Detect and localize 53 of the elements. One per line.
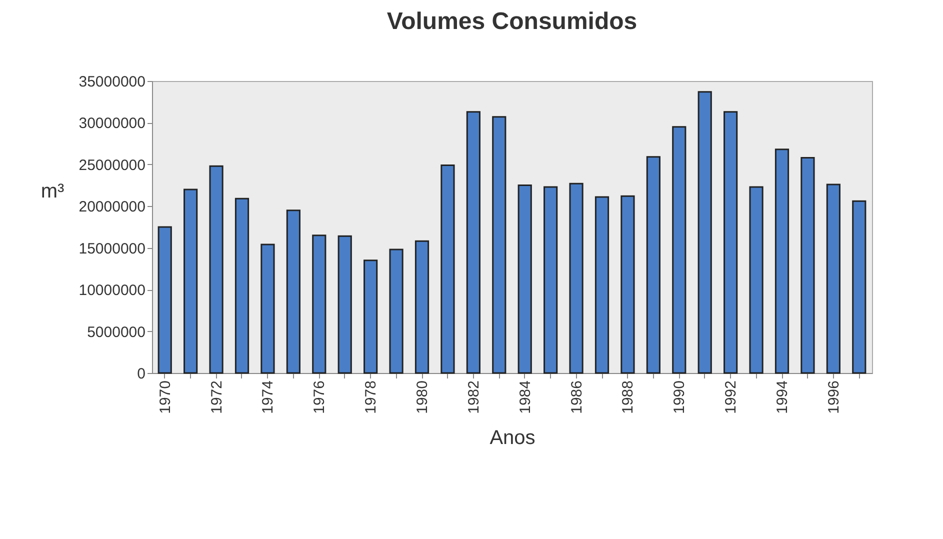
- x-tick-label: 1978: [362, 380, 380, 414]
- chart-title: Volumes Consumidos: [386, 8, 638, 35]
- x-tick-label: 1980: [414, 380, 431, 414]
- bar: [209, 165, 224, 374]
- bar: [826, 184, 840, 374]
- x-axis-title: Anos: [490, 426, 536, 449]
- x-tick-label: 1996: [825, 380, 842, 414]
- bar: [184, 188, 198, 374]
- bar: [492, 116, 506, 374]
- x-tick-label: 1976: [311, 380, 328, 414]
- bar: [672, 126, 686, 374]
- bar: [698, 91, 712, 374]
- bar: [646, 156, 660, 374]
- y-tick-label: 20000000: [78, 198, 146, 216]
- y-tick-label: 5000000: [87, 324, 146, 341]
- y-tick-label: 10000000: [78, 282, 146, 300]
- bar: [620, 195, 635, 374]
- bar: [724, 111, 738, 374]
- bar: [414, 240, 430, 374]
- y-tick-label: 35000000: [78, 74, 146, 90]
- x-tick-label: 1982: [465, 380, 482, 414]
- bar: [774, 148, 790, 374]
- x-tick-label: 1986: [568, 380, 586, 414]
- bar: [338, 235, 352, 374]
- y-tick-label: 30000000: [78, 115, 146, 132]
- bar: [286, 210, 300, 374]
- bar: [364, 260, 378, 374]
- y-tick-label: 25000000: [78, 156, 146, 174]
- bar: [466, 111, 480, 374]
- bar: [234, 198, 250, 374]
- bar: [594, 196, 610, 374]
- bar: [389, 248, 404, 374]
- bar: [544, 186, 558, 374]
- x-tick-label: 1974: [260, 380, 277, 414]
- bar: [800, 157, 815, 374]
- x-tick-label: 1988: [620, 380, 637, 414]
- bar: [569, 182, 584, 374]
- x-tick-label: 1990: [671, 380, 688, 414]
- x-tick-label: 1970: [156, 380, 174, 414]
- x-tick-label: 1994: [774, 380, 791, 414]
- y-tick-label: 15000000: [78, 240, 146, 258]
- y-axis-title: m³: [40, 180, 64, 202]
- bar: [749, 186, 764, 374]
- bar: [852, 200, 866, 374]
- y-tick-label: 0: [137, 366, 146, 382]
- bar: [260, 244, 275, 374]
- x-tick-label: 1972: [208, 380, 226, 414]
- bar: [312, 234, 326, 374]
- x-tick-label: 1984: [516, 380, 534, 414]
- x-tick-label: 1992: [722, 380, 740, 414]
- bar: [518, 184, 532, 374]
- bar: [158, 226, 172, 374]
- bar: [440, 164, 455, 374]
